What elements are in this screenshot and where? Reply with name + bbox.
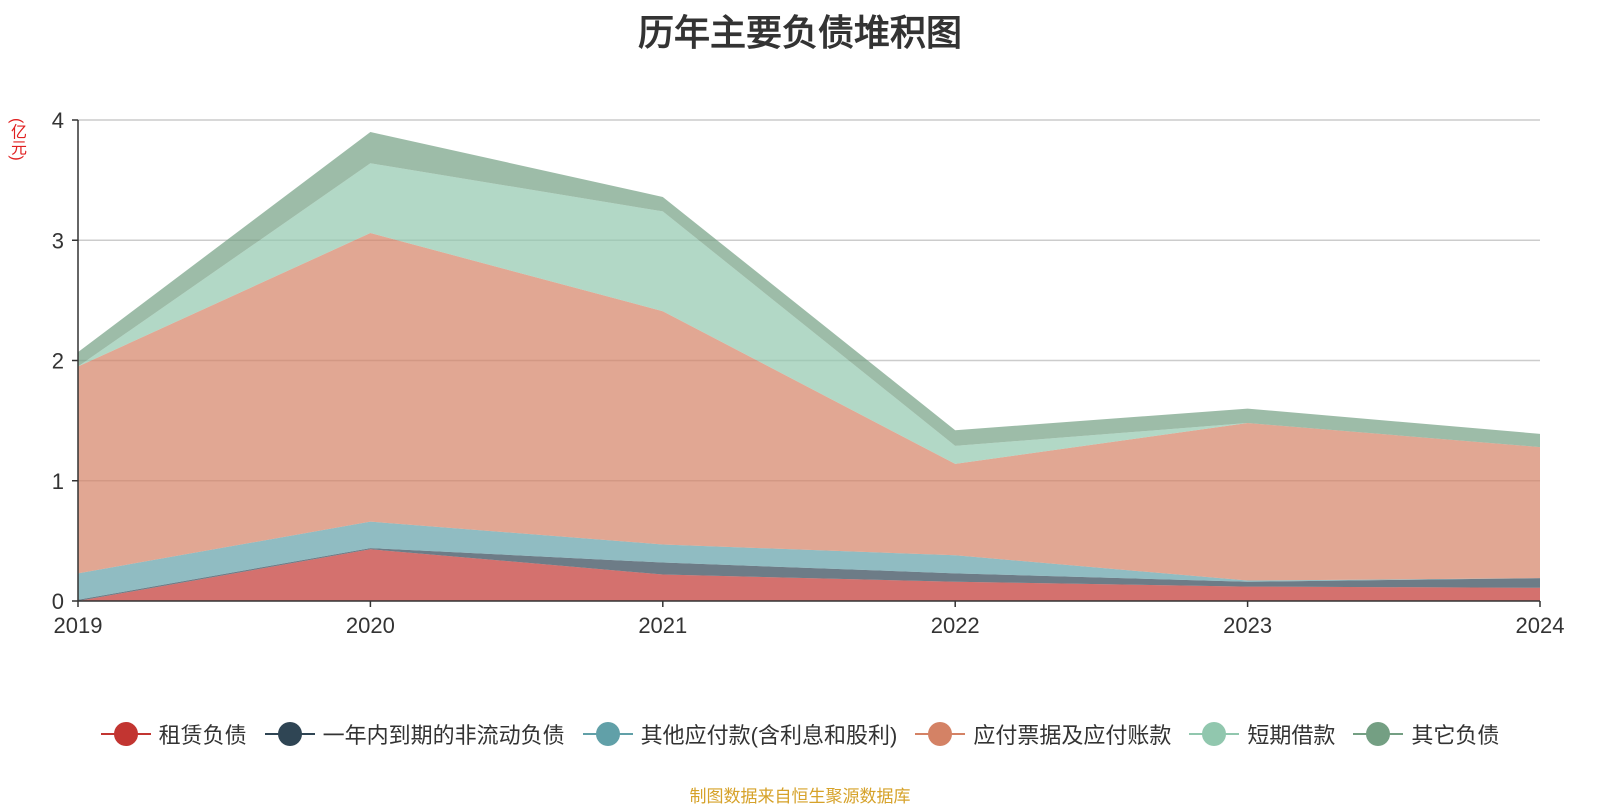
legend-label: 其它负债 — [1411, 723, 1500, 748]
area-series — [78, 132, 1540, 601]
x-tick-label: 2019 — [54, 613, 103, 638]
legend-marker-icon — [582, 722, 633, 746]
y-axis-unit-label: (亿元) — [8, 118, 25, 161]
area-series-1 — [78, 548, 1540, 601]
x-tick-label: 2021 — [638, 613, 687, 638]
area-series-3 — [78, 233, 1540, 581]
legend-label: 短期借款 — [1247, 723, 1336, 748]
legend-marker-icon — [915, 722, 966, 746]
legend-item[interactable]: 短期借款 — [1189, 718, 1335, 750]
legend-marker-icon — [100, 722, 151, 746]
area-series-4 — [78, 163, 1540, 464]
chart-title: 历年主要负债堆积图 — [637, 12, 962, 53]
legend-marker-icon — [264, 722, 315, 746]
legend-item[interactable]: 其它负债 — [1353, 718, 1499, 750]
legend-label: 其他应付款(含利息和股利) — [640, 723, 898, 748]
legend-marker-icon — [1189, 722, 1240, 746]
source-note: 制图数据来自恒生聚源数据库 — [689, 787, 911, 806]
x-tick-label: 2022 — [931, 613, 980, 638]
x-tick-label: 2024 — [1516, 613, 1565, 638]
x-tick-label: 2020 — [346, 613, 395, 638]
legend-item[interactable]: 租赁负债 — [100, 718, 247, 750]
y-tick-label: 2 — [52, 349, 64, 374]
legend-marker-icon — [1353, 722, 1404, 746]
legend-item[interactable]: 一年内到期的非流动负债 — [264, 718, 565, 750]
legend-label: 一年内到期的非流动负债 — [322, 723, 565, 748]
area-series-0 — [78, 549, 1540, 601]
axes: 0 1 2 3 4 2019 2020 2021 2022 2023 2024 — [52, 108, 1565, 638]
x-tick-label: 2023 — [1223, 613, 1272, 638]
legend: 租赁负债 一年内到期的非流动负债 其他应付款(含利息和股利) 应付票据及应付账款 短期借… — [0, 718, 1600, 750]
legend-label: 应付票据及应付账款 — [973, 723, 1172, 748]
area-series-2 — [78, 521, 1540, 600]
y-tick-label: 4 — [52, 108, 64, 133]
legend-item[interactable]: 其他应付款(含利息和股利) — [582, 718, 898, 750]
legend-label: 租赁负债 — [158, 723, 247, 748]
y-tick-label: 1 — [52, 469, 64, 494]
legend-item[interactable]: 应付票据及应付账款 — [915, 718, 1171, 750]
y-tick-label: 3 — [52, 228, 64, 253]
y-tick-label: 0 — [52, 589, 64, 614]
